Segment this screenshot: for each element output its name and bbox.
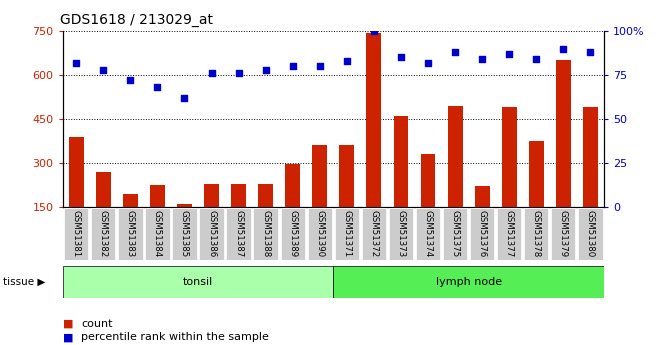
FancyBboxPatch shape bbox=[389, 208, 413, 260]
FancyBboxPatch shape bbox=[335, 208, 359, 260]
Bar bbox=[69, 137, 84, 207]
Bar bbox=[447, 106, 463, 207]
FancyBboxPatch shape bbox=[91, 208, 116, 260]
Text: GSM51374: GSM51374 bbox=[424, 210, 432, 257]
Point bbox=[422, 60, 433, 66]
Point bbox=[260, 67, 271, 72]
Point bbox=[125, 78, 136, 83]
Text: GSM51372: GSM51372 bbox=[370, 210, 378, 257]
FancyBboxPatch shape bbox=[524, 208, 548, 260]
Point bbox=[504, 51, 515, 57]
FancyBboxPatch shape bbox=[172, 208, 197, 260]
Point bbox=[342, 58, 352, 64]
Bar bbox=[150, 185, 165, 207]
Bar bbox=[420, 154, 436, 207]
FancyBboxPatch shape bbox=[578, 208, 603, 260]
Text: GSM51388: GSM51388 bbox=[261, 210, 270, 257]
Text: tonsil: tonsil bbox=[183, 277, 213, 287]
Text: tissue ▶: tissue ▶ bbox=[3, 277, 46, 287]
Bar bbox=[285, 165, 300, 207]
Text: GSM51389: GSM51389 bbox=[288, 210, 297, 257]
Text: percentile rank within the sample: percentile rank within the sample bbox=[81, 333, 269, 342]
Bar bbox=[583, 107, 598, 207]
Point bbox=[234, 70, 244, 76]
Text: ■: ■ bbox=[63, 319, 73, 328]
Text: GSM51371: GSM51371 bbox=[343, 210, 351, 257]
Bar bbox=[339, 146, 354, 207]
FancyBboxPatch shape bbox=[63, 266, 333, 298]
Text: GSM51381: GSM51381 bbox=[72, 210, 81, 257]
Text: GSM51390: GSM51390 bbox=[315, 210, 324, 257]
FancyBboxPatch shape bbox=[64, 208, 88, 260]
Bar bbox=[204, 184, 219, 207]
Text: GSM51376: GSM51376 bbox=[478, 210, 486, 257]
FancyBboxPatch shape bbox=[333, 266, 604, 298]
FancyBboxPatch shape bbox=[443, 208, 467, 260]
Bar bbox=[366, 32, 381, 207]
Text: GSM51384: GSM51384 bbox=[153, 210, 162, 257]
Text: GSM51373: GSM51373 bbox=[397, 210, 405, 257]
FancyBboxPatch shape bbox=[199, 208, 224, 260]
Point bbox=[531, 57, 541, 62]
Text: GSM51386: GSM51386 bbox=[207, 210, 216, 257]
FancyBboxPatch shape bbox=[253, 208, 278, 260]
FancyBboxPatch shape bbox=[362, 208, 386, 260]
Text: GSM51385: GSM51385 bbox=[180, 210, 189, 257]
Bar bbox=[258, 184, 273, 207]
FancyBboxPatch shape bbox=[416, 208, 440, 260]
Point bbox=[98, 67, 108, 72]
Text: GSM51380: GSM51380 bbox=[586, 210, 595, 257]
Text: GSM51379: GSM51379 bbox=[559, 210, 568, 257]
Text: GSM51383: GSM51383 bbox=[126, 210, 135, 257]
FancyBboxPatch shape bbox=[226, 208, 251, 260]
Bar bbox=[529, 141, 544, 207]
Text: ■: ■ bbox=[63, 333, 73, 342]
Bar bbox=[502, 107, 517, 207]
Point bbox=[395, 55, 406, 60]
Text: GDS1618 / 213029_at: GDS1618 / 213029_at bbox=[60, 13, 213, 27]
Bar bbox=[231, 184, 246, 207]
FancyBboxPatch shape bbox=[551, 208, 576, 260]
FancyBboxPatch shape bbox=[280, 208, 305, 260]
Point bbox=[477, 57, 487, 62]
Bar bbox=[123, 194, 138, 207]
Text: lymph node: lymph node bbox=[436, 277, 502, 287]
Bar bbox=[393, 116, 409, 207]
Bar bbox=[312, 146, 327, 207]
Text: GSM51375: GSM51375 bbox=[451, 210, 459, 257]
Bar bbox=[96, 172, 111, 207]
Text: GSM51378: GSM51378 bbox=[532, 210, 541, 257]
FancyBboxPatch shape bbox=[308, 208, 332, 260]
Point bbox=[179, 95, 190, 101]
Point bbox=[71, 60, 82, 66]
Text: GSM51382: GSM51382 bbox=[99, 210, 108, 257]
Point bbox=[450, 49, 461, 55]
Text: GSM51377: GSM51377 bbox=[505, 210, 513, 257]
Point bbox=[558, 46, 568, 51]
Point bbox=[287, 63, 298, 69]
Point bbox=[152, 85, 162, 90]
Bar bbox=[475, 186, 490, 207]
Point bbox=[368, 28, 379, 34]
FancyBboxPatch shape bbox=[470, 208, 494, 260]
FancyBboxPatch shape bbox=[145, 208, 170, 260]
Point bbox=[585, 49, 595, 55]
Text: GSM51387: GSM51387 bbox=[234, 210, 243, 257]
Text: count: count bbox=[81, 319, 113, 328]
FancyBboxPatch shape bbox=[118, 208, 143, 260]
Point bbox=[206, 70, 216, 76]
FancyBboxPatch shape bbox=[497, 208, 521, 260]
Point bbox=[314, 63, 325, 69]
Bar bbox=[556, 60, 571, 207]
Bar bbox=[177, 204, 192, 207]
